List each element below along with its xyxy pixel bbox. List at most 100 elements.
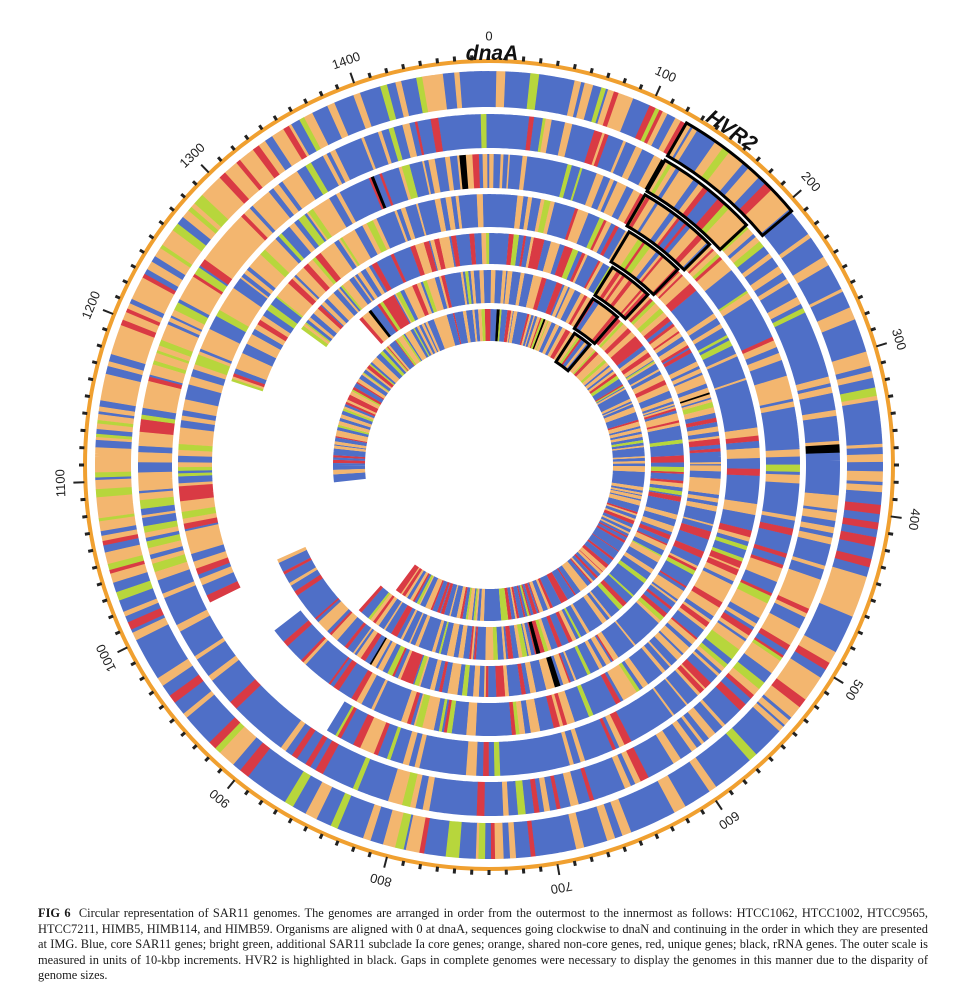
minor-tick [287,817,293,824]
minor-tick [755,156,762,162]
minor-tick [857,630,864,636]
minor-tick [350,846,356,853]
minor-tick [401,860,406,867]
minor-tick [230,145,236,151]
minor-tick [823,234,830,240]
hvr2-box [609,229,681,297]
minor-tick [669,825,675,832]
minor-tick [555,60,560,67]
scale-label-1200: 1200 [79,289,104,321]
scale-label-1400: 1400 [330,49,362,73]
minor-tick [130,661,137,667]
minor-tick [572,63,577,70]
minor-tick [638,84,644,90]
hvr2-box [665,120,794,238]
minor-tick [139,676,145,682]
minor-tick [418,60,423,67]
minor-tick [622,77,628,84]
figure-label: FIG 6 [38,906,71,920]
sar11-circular-genome-figure: 0 100 200 300 400 500 600 700 800 900 1000 1100 1200… [52,28,924,897]
minor-tick [589,67,594,74]
minor-tick [880,565,887,570]
minor-tick [685,106,691,113]
minor-tick [792,731,798,738]
hvr2-highlight-group [553,120,794,373]
hvr2-box [572,296,620,346]
minor-tick [139,248,145,254]
gene-segments [358,275,684,660]
minor-tick [303,98,309,105]
minor-tick [803,206,809,212]
minor-tick [122,279,129,285]
figure-caption: FIG 6 Circular representation of SAR11 g… [38,906,928,984]
minor-tick [780,180,787,186]
minor-tick [606,851,611,858]
hvr2-box [644,158,749,252]
minor-tick [258,799,264,806]
minor-tick [148,690,155,696]
minor-tick [334,840,340,846]
minor-tick [880,360,887,365]
major-tick [349,72,356,84]
minor-tick [884,548,891,553]
minor-tick [169,718,175,724]
hvr2-box [553,331,593,373]
minor-tick [243,789,250,796]
minor-tick [823,690,830,696]
minor-tick [191,744,198,750]
minor-tick [258,124,264,131]
minor-tick [101,598,108,604]
minor-tick [114,630,121,636]
hvr2-box [592,265,651,321]
major-tick [890,515,902,519]
minor-tick [191,180,198,186]
minor-tick [803,718,809,724]
minor-tick [742,779,748,785]
minor-tick [108,614,114,620]
minor-tick [849,645,856,651]
major-tick [200,163,210,174]
scale-label-100: 100 [653,63,679,86]
minor-tick [622,846,628,853]
minor-tick [742,145,748,151]
minor-tick [318,90,324,97]
scale-label-400: 400 [906,508,924,531]
minor-tick [91,360,98,365]
major-tick [875,342,888,348]
caption-text: Circular representation of SAR11 genomes… [38,906,928,982]
major-tick [833,676,844,684]
minor-tick [685,817,691,824]
major-tick [556,864,561,876]
minor-tick [272,809,278,815]
minor-tick [418,863,423,870]
major-tick [117,646,128,654]
minor-tick [180,731,186,738]
minor-tick [841,263,848,269]
minor-tick [334,84,340,90]
minor-tick [538,866,543,872]
scale-label-0: 0 [485,28,492,43]
minor-tick [401,63,406,70]
minor-tick [875,582,882,587]
hvr2-box [624,192,712,272]
minor-tick [303,825,309,832]
scale-ring [83,59,895,871]
scale-label-900: 900 [206,786,232,811]
dnaa-label: dnaA [466,42,519,65]
minor-tick [638,840,644,846]
minor-tick [367,851,372,858]
minor-tick [728,134,735,141]
minor-tick [538,58,543,64]
minor-tick [82,411,88,416]
minor-tick [82,514,88,519]
scale-label-500: 500 [842,677,866,703]
minor-tick [833,248,839,254]
minor-tick [169,206,175,212]
minor-tick [96,343,103,348]
minor-tick [114,294,121,300]
scale-label-300: 300 [889,327,910,352]
minor-tick [887,394,894,399]
minor-tick [130,263,137,269]
scale-label-200: 200 [798,168,824,194]
minor-tick [589,856,594,863]
